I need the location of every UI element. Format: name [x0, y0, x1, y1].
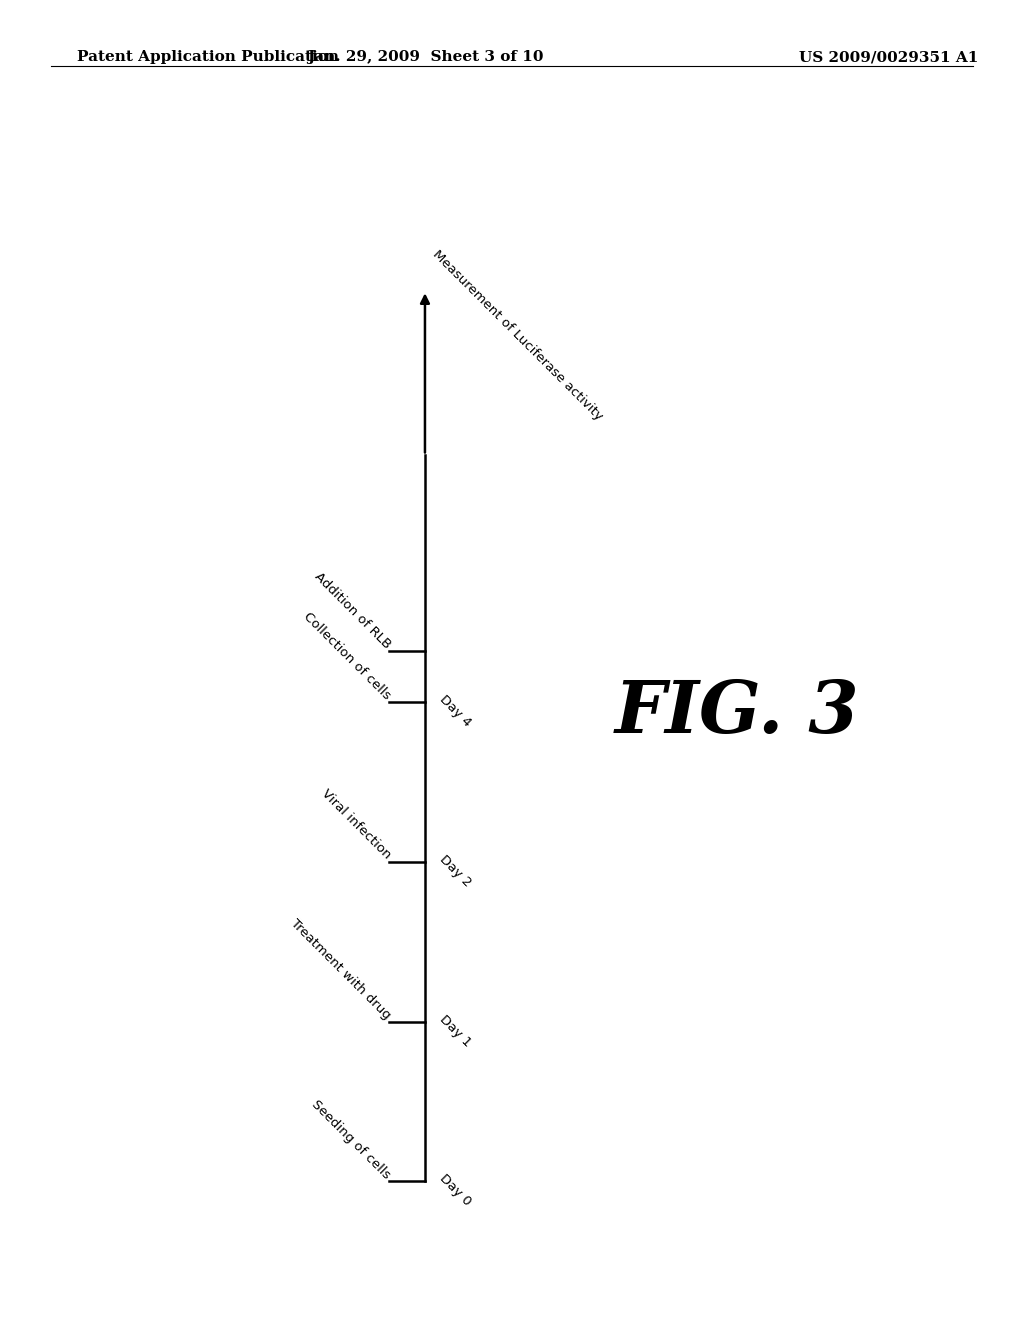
Text: Measurement of Luciferase activity: Measurement of Luciferase activity [430, 248, 605, 424]
Text: US 2009/0029351 A1: US 2009/0029351 A1 [799, 50, 978, 65]
Text: Patent Application Publication: Patent Application Publication [77, 50, 339, 65]
Text: Viral infection: Viral infection [318, 787, 393, 862]
Text: Day 0: Day 0 [437, 1172, 474, 1209]
Text: Seeding of cells: Seeding of cells [309, 1098, 393, 1181]
Text: Jan. 29, 2009  Sheet 3 of 10: Jan. 29, 2009 Sheet 3 of 10 [307, 50, 543, 65]
Text: Treatment with drug: Treatment with drug [288, 916, 393, 1022]
Text: Collection of cells: Collection of cells [301, 610, 393, 702]
Text: Addition of RLB: Addition of RLB [311, 570, 393, 651]
Text: Day 2: Day 2 [437, 853, 474, 890]
Text: Day 1: Day 1 [437, 1012, 474, 1049]
Text: Day 4: Day 4 [437, 693, 474, 730]
Text: FIG. 3: FIG. 3 [614, 677, 859, 748]
